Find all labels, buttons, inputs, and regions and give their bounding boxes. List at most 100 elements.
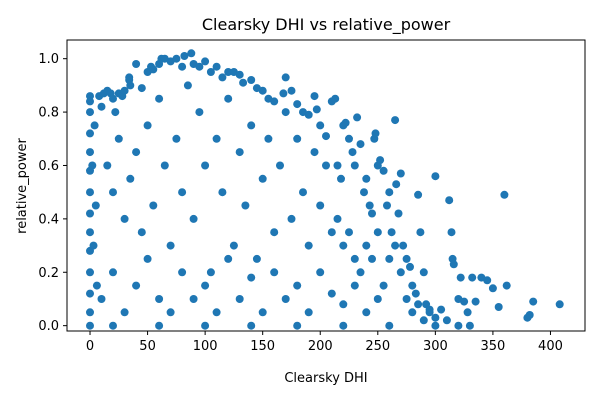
data-point: [86, 188, 94, 197]
data-point: [385, 254, 394, 263]
data-point: [350, 254, 359, 263]
data-point: [287, 86, 296, 95]
data-point: [500, 190, 509, 199]
data-point: [293, 281, 302, 290]
data-point: [488, 284, 497, 293]
data-point: [155, 295, 164, 303]
x-tick-label: 200: [308, 339, 333, 354]
data-point: [201, 321, 210, 330]
data-point: [333, 161, 342, 170]
data-point: [247, 121, 256, 130]
data-point: [447, 228, 456, 237]
data-point: [293, 134, 302, 143]
data-point: [166, 241, 175, 250]
data-point: [235, 70, 244, 79]
data-point: [160, 161, 169, 170]
data-point: [86, 268, 94, 277]
data-point: [281, 73, 290, 82]
data-point: [178, 188, 187, 197]
data-point: [331, 94, 340, 103]
x-tick-label: 250: [365, 339, 390, 354]
data-point: [494, 303, 503, 311]
data-point: [90, 121, 99, 130]
data-point: [247, 321, 256, 330]
y-tick-label: 0.2: [38, 266, 59, 281]
data-point: [212, 62, 221, 71]
data-point: [86, 289, 94, 298]
data-point: [471, 297, 480, 306]
data-point: [92, 281, 101, 290]
y-tick-label: 1.0: [38, 52, 59, 67]
data-point: [411, 289, 420, 298]
data-point: [360, 188, 368, 197]
data-point: [270, 97, 279, 106]
data-point: [143, 121, 152, 130]
data-point: [316, 121, 325, 130]
data-point: [362, 174, 371, 183]
data-point: [316, 268, 325, 277]
data-point: [189, 214, 198, 223]
data-point: [86, 209, 94, 218]
data-point: [88, 161, 97, 170]
data-point: [316, 201, 325, 210]
data-point: [149, 65, 158, 74]
data-point: [111, 108, 120, 117]
data-point: [155, 321, 164, 330]
data-point: [137, 84, 146, 93]
data-point: [362, 241, 371, 250]
data-point: [345, 228, 353, 237]
data-point: [114, 134, 123, 143]
data-point: [287, 214, 296, 223]
data-point: [373, 228, 382, 237]
data-point: [460, 297, 469, 306]
data-point: [229, 241, 238, 250]
data-point: [304, 110, 313, 119]
data-point: [396, 268, 405, 277]
data-point: [399, 241, 408, 250]
data-point: [137, 228, 146, 237]
data-point: [327, 289, 336, 298]
data-point: [224, 254, 233, 263]
data-point: [468, 273, 477, 282]
data-point: [396, 169, 405, 178]
data-point: [339, 321, 348, 330]
data-point: [454, 321, 463, 330]
data-point: [120, 308, 129, 317]
data-point: [293, 321, 302, 330]
data-point: [402, 254, 411, 263]
data-point: [201, 161, 210, 170]
data-point: [86, 108, 94, 117]
data-point: [345, 134, 353, 143]
data-point: [368, 254, 376, 263]
data-point: [502, 281, 511, 290]
data-point: [402, 295, 411, 303]
y-tick-label: 0.4: [38, 212, 59, 227]
data-point: [172, 54, 181, 63]
data-point: [379, 166, 388, 175]
data-point: [353, 113, 362, 122]
data-point: [299, 188, 307, 197]
data-point: [180, 52, 189, 60]
data-point: [109, 321, 117, 330]
data-point: [183, 81, 192, 90]
data-point: [89, 241, 98, 250]
data-point: [327, 228, 336, 237]
data-point: [218, 188, 227, 197]
x-tick-label: 100: [193, 339, 218, 354]
data-point: [86, 148, 94, 157]
data-point: [463, 308, 472, 317]
data-point: [348, 148, 357, 157]
data-point: [416, 228, 425, 237]
data-point: [195, 108, 204, 117]
data-point: [86, 228, 94, 237]
data-point: [392, 180, 401, 189]
data-point: [525, 311, 534, 319]
data-point: [224, 68, 233, 76]
data-point: [120, 86, 129, 95]
data-point: [143, 254, 152, 263]
data-point: [356, 140, 365, 149]
data-point: [149, 201, 158, 210]
data-point: [97, 295, 106, 303]
data-point: [419, 316, 428, 325]
